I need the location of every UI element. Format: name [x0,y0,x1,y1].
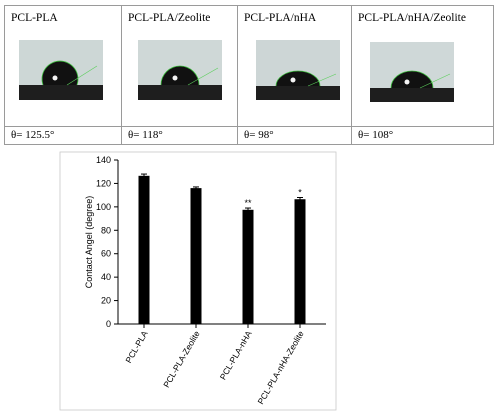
bar [294,199,306,324]
bar [242,209,254,324]
droplet-photo [256,40,340,100]
droplet-photo [138,40,222,100]
droplet-photo [370,42,454,102]
column-header: PCL-PLA/nHA [244,12,317,24]
x-tick-label: PCL-PLA-nHA-Zeolite [256,329,306,406]
contact-angle-value: θ= 108° [358,129,394,141]
column-header: PCL-PLA [11,12,58,24]
column-header: PCL-PLA/nHA/Zeolite [358,12,466,24]
x-tick-label: PCL-PLA-Zeolite [161,329,202,389]
table-column-pcl-pla-nha: PCL-PLA/nHA θ= 98° [237,6,351,144]
angle-cell: θ= 108° [352,126,493,145]
y-tick-label: 120 [96,178,111,188]
y-axis-label: Contact Angel (degree) [84,196,94,289]
table-column-pcl-pla-nha-zeolite: PCL-PLA/nHA/Zeolite θ= 108° [351,6,493,144]
angle-cell: θ= 118° [122,126,237,145]
y-tick-label: 140 [96,155,111,165]
significance-marker: ** [244,198,252,208]
contact-angle-value: θ= 98° [244,129,274,141]
x-tick-label: PCL-PLA [123,329,150,365]
contact-angle-value: θ= 118° [128,129,163,141]
angle-cell: θ= 125.5° [5,126,121,145]
x-tick-label: PCL-PLA-nHA [218,329,254,382]
angle-cell: θ= 98° [238,126,351,145]
y-tick-label: 60 [101,249,111,259]
y-tick-label: 20 [101,296,111,306]
column-header: PCL-PLA/Zeolite [128,12,211,24]
table-column-pcl-pla-zeolite: PCL-PLA/Zeolite θ= 118° [121,6,237,144]
y-tick-label: 0 [106,319,111,329]
y-tick-label: 80 [101,225,111,235]
y-tick-label: 100 [96,202,111,212]
chart-frame [59,151,337,411]
droplet-photo [19,40,103,100]
table-column-pcl-pla: PCL-PLA θ= 125.5° [5,6,121,144]
y-tick-label: 40 [101,272,111,282]
contact-angle-value: θ= 125.5° [11,129,55,141]
bar [138,175,150,324]
bar [190,188,202,324]
contact-angle-table: PCL-PLA θ= 125.5° PCL-PLA/Zeolite [4,5,494,145]
significance-marker: * [298,187,302,197]
